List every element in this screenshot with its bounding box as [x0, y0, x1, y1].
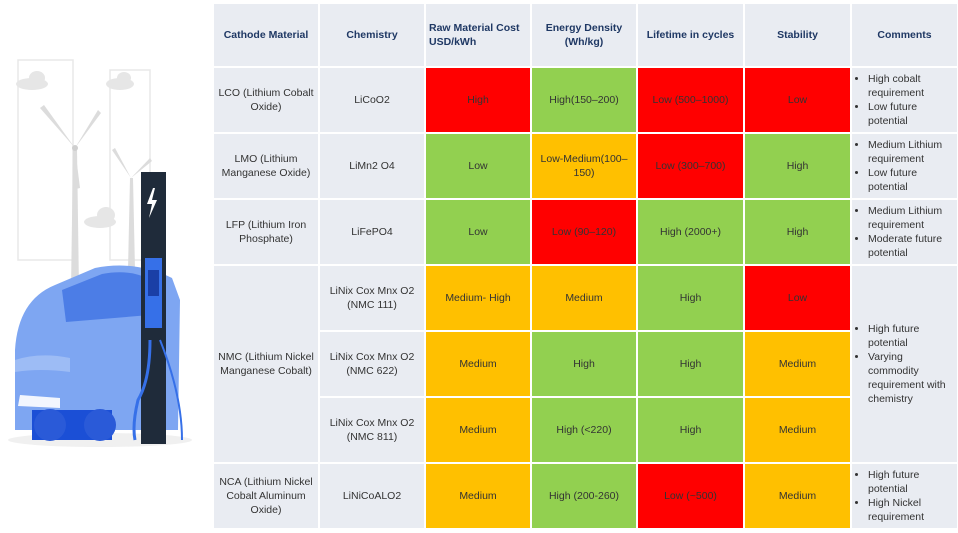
cost-cell: High: [424, 66, 532, 134]
chemistry-cell: LiNix Cox Mnx O2 (NMC 622): [318, 330, 426, 398]
header-chemistry: Chemistry: [318, 2, 426, 68]
header-comments: Comments: [850, 2, 958, 68]
chemistry-cell: LiNiCoALO2: [318, 462, 426, 530]
stability-cell: Medium: [743, 330, 852, 398]
comment-item: High Nickel requirement: [868, 496, 955, 524]
comment-item: Low future potential: [868, 100, 955, 128]
cost-cell: Medium: [424, 462, 532, 530]
energy-cell: High: [530, 330, 638, 398]
comment-item: High future potential: [868, 468, 955, 496]
lifetime-cell: High: [636, 330, 745, 398]
wind-turbine-icon: [40, 105, 152, 290]
table-row: LiNix Cox Mnx O2 (NMC 622) Medium High H…: [213, 330, 958, 398]
comment-item: Medium Lithium requirement: [868, 138, 955, 166]
ev-charging-illustration: [8, 59, 192, 447]
energy-cell: Low (90–120): [530, 198, 638, 266]
header-lifetime: Lifetime in cycles: [636, 2, 745, 68]
cost-cell: Medium: [424, 330, 532, 398]
cathode-cell: LCO (Lithium Cobalt Oxide): [212, 66, 320, 134]
header-stability: Stability: [743, 2, 852, 68]
cathode-comparison-table: Cathode Material Chemistry Raw Material …: [212, 2, 958, 530]
header-cathode: Cathode Material: [212, 2, 320, 68]
cost-cell: Medium: [424, 396, 532, 464]
lifetime-cell: Low (500–1000): [636, 66, 745, 134]
energy-cell: High(150–200): [530, 66, 638, 134]
comments-cell: High cobalt requirement Low future poten…: [850, 66, 958, 134]
energy-cell: Medium: [530, 264, 638, 332]
table-row: LFP (Lithium Iron Phosphate) LiFePO4 Low…: [212, 198, 958, 266]
charging-station-icon: [132, 172, 183, 444]
chemistry-cell: LiFePO4: [318, 198, 426, 266]
comments-cell: High future potential High Nickel requir…: [850, 462, 958, 530]
table-row: NCA (Lithium Nickel Cobalt Aluminum Oxid…: [212, 462, 958, 530]
table-header-row: Cathode Material Chemistry Raw Material …: [212, 2, 958, 68]
header-cost: Raw Material Cost USD/kWh: [424, 2, 532, 68]
lifetime-cell: High: [636, 396, 745, 464]
energy-cell: Low-Medium(100–150): [530, 132, 638, 200]
table-row: LiNix Cox Mnx O2 (NMC 811) Medium High (…: [213, 396, 958, 464]
chemistry-cell: LiMn2 O4: [318, 132, 426, 200]
stability-cell: Low: [743, 264, 852, 332]
table-row: LCO (Lithium Cobalt Oxide) LiCoO2 High H…: [212, 66, 958, 134]
chemistry-cell: LiNix Cox Mnx O2 (NMC 811): [318, 396, 426, 464]
table-row: NMC (Lithium Nickel Manganese Cobalt) Li…: [212, 264, 958, 464]
comment-item: High future potential: [868, 322, 955, 350]
stability-cell: Low: [743, 66, 852, 134]
cost-cell: Medium- High: [424, 264, 532, 332]
stability-cell: Medium: [743, 462, 852, 530]
cathode-cell: NCA (Lithium Nickel Cobalt Aluminum Oxid…: [212, 462, 320, 530]
cathode-cell: NMC (Lithium Nickel Manganese Cobalt): [212, 264, 320, 464]
comment-item: Low future potential: [868, 166, 955, 194]
stability-cell: Medium: [743, 396, 852, 464]
lifetime-cell: High: [636, 264, 745, 332]
table-row: LMO (Lithium Manganese Oxide) LiMn2 O4 L…: [212, 132, 958, 200]
comment-item: Varying commodity requirement with chemi…: [868, 350, 955, 406]
electric-car-icon: [15, 265, 180, 441]
cost-cell: Low: [424, 198, 532, 266]
comments-cell: Medium Lithium requirement Low future po…: [850, 132, 958, 200]
comment-item: Medium Lithium requirement: [868, 204, 955, 232]
comments-cell: High future potential Varying commodity …: [850, 264, 958, 464]
energy-cell: High (<220): [530, 396, 638, 464]
lightning-bolt-icon: [147, 188, 157, 218]
cost-cell: Low: [424, 132, 532, 200]
comment-item: Moderate future potential: [868, 232, 955, 260]
chemistry-cell: LiCoO2: [318, 66, 426, 134]
header-energy: Energy Density (Wh/kg): [530, 2, 638, 68]
cathode-cell: LFP (Lithium Iron Phosphate): [212, 198, 320, 266]
chemistry-cell: LiNix Cox Mnx O2 (NMC 111): [318, 264, 426, 332]
lifetime-cell: High (2000+): [636, 198, 745, 266]
stability-cell: High: [743, 198, 852, 266]
comment-item: High cobalt requirement: [868, 72, 955, 100]
cloud-icon: [16, 71, 134, 228]
stability-cell: High: [743, 132, 852, 200]
energy-cell: High (200-260): [530, 462, 638, 530]
comments-cell: Medium Lithium requirement Moderate futu…: [850, 198, 958, 266]
lifetime-cell: Low (300–700): [636, 132, 745, 200]
cathode-cell: LMO (Lithium Manganese Oxide): [212, 132, 320, 200]
lifetime-cell: Low (~500): [636, 462, 745, 530]
